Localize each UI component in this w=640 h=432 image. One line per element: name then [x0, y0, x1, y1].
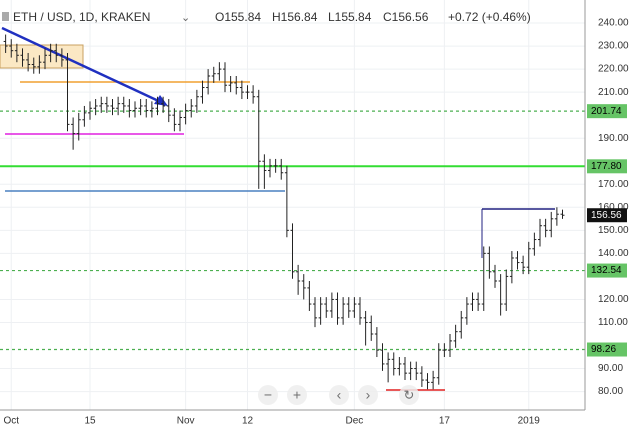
zoom-in-button[interactable]: [287, 385, 307, 405]
nav-buttons: − + ‹ › ↻: [258, 385, 419, 405]
bars: [3, 34, 565, 390]
scroll-left-button[interactable]: [329, 385, 349, 405]
x-tick-label: 17: [439, 416, 451, 427]
last-price-label: 156.56: [591, 210, 622, 221]
level-badge: [587, 263, 627, 278]
x-tick-label: Dec: [345, 416, 363, 427]
y-tick-label: 80.00: [598, 386, 623, 397]
x-tick-label: Nov: [177, 416, 195, 427]
ohlc-open: O155.84: [215, 10, 261, 24]
scroll-right-button[interactable]: [358, 385, 378, 405]
y-tick-label: 190.00: [598, 133, 629, 144]
y-tick-label: 120.00: [598, 294, 629, 305]
zoom-in-icon: +: [293, 387, 301, 403]
ohlc-low: L155.84: [328, 10, 372, 24]
reset-button[interactable]: [399, 385, 419, 405]
scroll-right-icon: ›: [366, 387, 371, 403]
level-label: 177.80: [591, 161, 622, 172]
symbol-icon: [2, 12, 9, 21]
level-label: 201.74: [591, 106, 622, 117]
y-tick-label: 210.00: [598, 87, 629, 98]
scroll-left-icon: ‹: [337, 387, 342, 403]
ohlc-change: +0.72 (+0.46%): [448, 10, 531, 24]
levels: [0, 110, 585, 351]
level-badge: [587, 104, 627, 119]
x-tick-label: 12: [242, 416, 254, 427]
y-tick-label: 160.00: [598, 202, 629, 213]
price-axis: [585, 0, 640, 410]
y-tick-label: 170.00: [598, 179, 629, 190]
reset-icon: ↻: [404, 387, 415, 402]
level-badge: [587, 159, 627, 174]
level-label: 132.54: [591, 265, 622, 276]
zoom-out-icon: −: [264, 387, 272, 403]
x-tick-label: 2019: [518, 416, 541, 427]
y-tick-label: 110.00: [598, 317, 628, 328]
y-tick-label: 230.00: [598, 41, 629, 52]
y-tick-label: 240.00: [598, 18, 629, 29]
trend-arrow: [1, 26, 166, 106]
ohlc-close: C156.56: [383, 10, 429, 24]
level-label: 98.26: [591, 344, 616, 355]
chart-title: ETH / USD, 1D, KRAKEN: [13, 10, 150, 24]
ohlc-high: H156.84: [272, 10, 318, 24]
y-tick-label: 90.00: [598, 363, 623, 374]
highlight-box: [0, 44, 84, 69]
time-axis: [0, 410, 640, 432]
y-tick-label: 140.00: [598, 248, 629, 259]
last-price-badge: [587, 208, 627, 223]
y-tick-label: 150.00: [598, 225, 629, 236]
zoom-out-button[interactable]: [258, 385, 278, 405]
axis-labels: 80.00 90.00 110.00 120.00 140.00 150.00 160.00…: [3, 18, 629, 427]
level-badge: [587, 342, 627, 357]
y-tick-label: 220.00: [598, 64, 629, 75]
x-tick-label: 15: [84, 416, 96, 427]
dropdown-icon[interactable]: ⌄: [181, 12, 190, 24]
x-tick-label: Oct: [3, 416, 19, 427]
